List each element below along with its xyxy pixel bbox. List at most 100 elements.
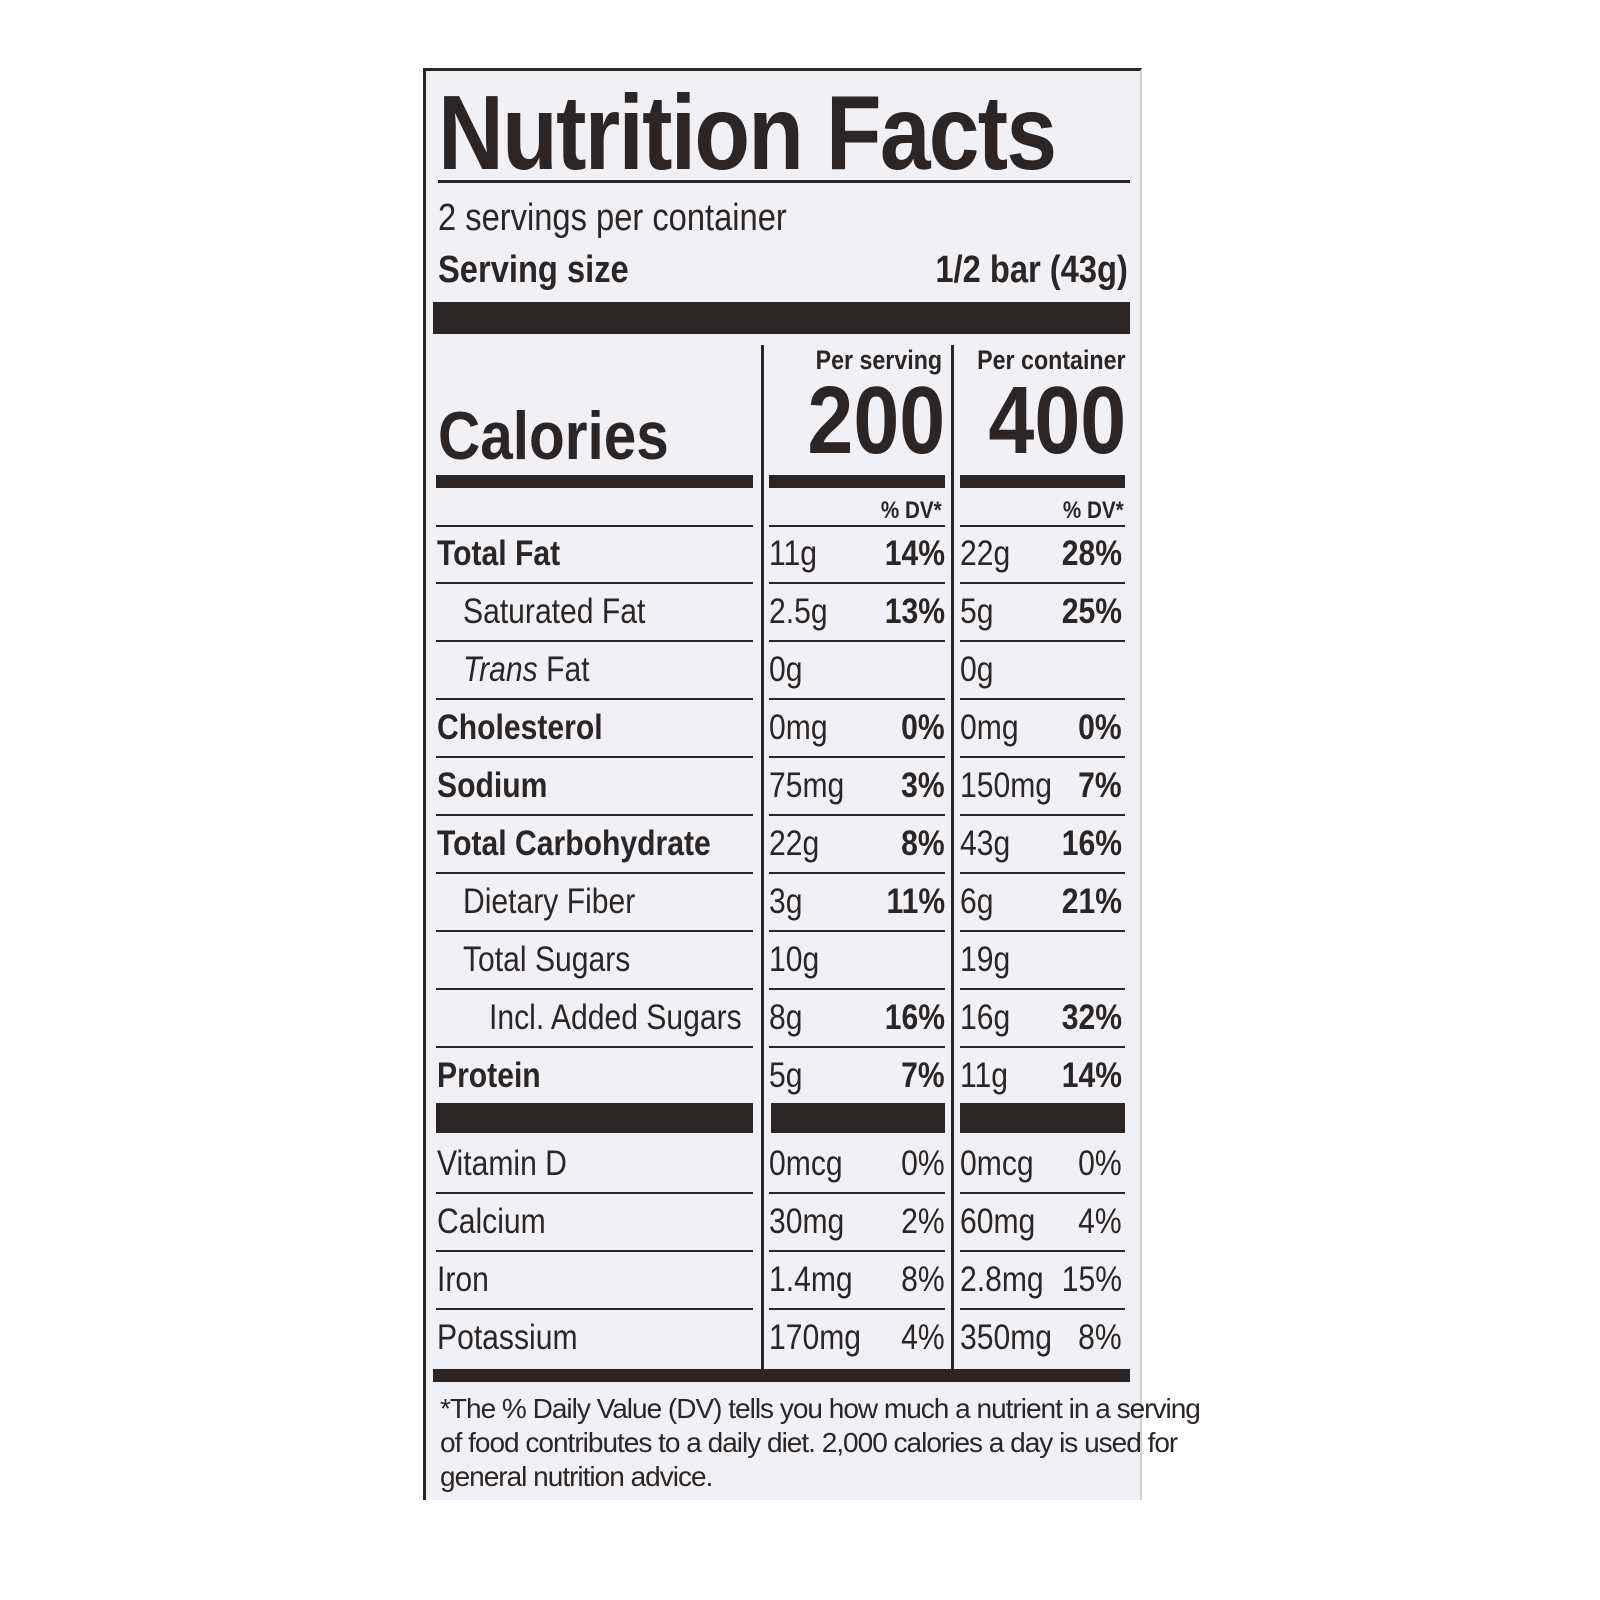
nutrient-row: Total Carbohydrate 22g 8% 43g 16% xyxy=(0,815,1600,873)
nutrient-name: Saturated Fat xyxy=(463,583,675,641)
nutrient-row: Incl. Added Sugars 8g 16% 16g 32% xyxy=(0,989,1600,1047)
calories-bar-name xyxy=(436,475,753,488)
row-divider xyxy=(436,525,753,527)
serving-amount-text: 5g xyxy=(769,1056,803,1095)
container-amount: 5g xyxy=(960,583,999,641)
row-divider xyxy=(436,640,753,642)
thick-bar-top xyxy=(433,302,1130,334)
container-amount-text: 16g xyxy=(960,998,1011,1037)
row-divider xyxy=(960,872,1125,874)
serving-amount-text: 0mg xyxy=(769,708,828,747)
container-amount: 11g xyxy=(960,1047,1016,1105)
container-amount: 16g xyxy=(960,989,1018,1047)
nutrient-row: Total Fat 11g 14% 22g 28% xyxy=(0,525,1600,583)
container-amount: 60mg xyxy=(960,1193,1048,1251)
container-dv-text: 4% xyxy=(1078,1202,1122,1241)
calories-per-serving: 200 xyxy=(807,367,945,474)
nutrient-name-text: Total Sugars xyxy=(463,940,631,979)
nutrient-name-text: Saturated Fat xyxy=(463,592,646,631)
row-divider xyxy=(436,814,753,816)
container-amount-text: 0mcg xyxy=(960,1144,1034,1183)
nutrient-name-text: Trans Fat xyxy=(463,650,590,689)
serving-dv-text: 8% xyxy=(901,1260,945,1299)
serving-amount-text: 8g xyxy=(769,998,803,1037)
nutrient-row: Cholesterol 0mg 0% 0mg 0% xyxy=(0,699,1600,757)
vitamin-row: Iron 1.4mg 8% 2.8mg 15% xyxy=(0,1251,1600,1309)
column-divider-container xyxy=(951,345,954,1369)
calories-per-container: 400 xyxy=(988,367,1126,474)
row-divider xyxy=(769,1250,945,1252)
nutrient-name-italic: Trans xyxy=(463,650,538,689)
nutrient-name-text: Total Fat xyxy=(437,534,561,573)
serving-dv-text: 4% xyxy=(901,1318,945,1357)
serving-amount-text: 1.4mg xyxy=(769,1260,853,1299)
container-amount: 6g xyxy=(960,873,999,931)
row-divider xyxy=(960,1250,1125,1252)
container-amount-text: 22g xyxy=(960,534,1011,573)
label-title: Nutrition Facts xyxy=(438,74,1057,192)
nutrient-name-text: Dietary Fiber xyxy=(463,882,636,921)
row-divider xyxy=(436,988,753,990)
serving-amount-text: 2.5g xyxy=(769,592,828,631)
row-divider xyxy=(960,525,1125,527)
row-divider xyxy=(769,582,945,584)
row-divider xyxy=(960,698,1125,700)
container-dv-text: 32% xyxy=(1061,998,1122,1037)
nutrient-name: Iron xyxy=(437,1251,497,1309)
row-divider xyxy=(769,525,945,527)
serving-size-label: Serving size xyxy=(438,249,629,291)
container-amount-text: 0mg xyxy=(960,708,1019,747)
container-dv-text: 21% xyxy=(1061,882,1122,921)
serving-amount: 5g xyxy=(769,1047,808,1105)
row-divider xyxy=(960,1192,1125,1194)
serving-amount-text: 3g xyxy=(769,882,803,921)
serving-dv: 13% xyxy=(875,583,945,641)
container-amount-text: 43g xyxy=(960,824,1011,863)
serving-amount-text: 0g xyxy=(769,650,803,689)
nutrient-name: Vitamin D xyxy=(437,1135,588,1193)
container-dv-text: 28% xyxy=(1061,534,1122,573)
nutrient-name: Potassium xyxy=(437,1309,600,1367)
container-amount-text: 350mg xyxy=(960,1318,1053,1357)
serving-dv: 8% xyxy=(894,1251,945,1309)
serving-amount-text: 22g xyxy=(769,824,820,863)
calories-label: Calories xyxy=(438,398,669,474)
nutrient-name: Protein xyxy=(437,1047,558,1105)
nutrient-row: Saturated Fat 2.5g 13% 5g 25% xyxy=(0,583,1600,641)
row-divider xyxy=(769,1308,945,1310)
servings-per-container: 2 servings per container xyxy=(438,197,787,239)
row-divider xyxy=(960,582,1125,584)
row-divider xyxy=(960,756,1125,758)
row-divider xyxy=(436,1192,753,1194)
serving-dv: 11% xyxy=(877,873,945,931)
container-dv-text: 14% xyxy=(1061,1056,1122,1095)
container-dv: 8% xyxy=(1071,1309,1122,1367)
container-amount-text: 6g xyxy=(960,882,994,921)
nutrient-name: Incl. Added Sugars xyxy=(489,989,783,1047)
nutrient-name: Total Fat xyxy=(437,525,580,583)
container-amount-text: 0g xyxy=(960,650,994,689)
nutrient-row: Sodium 75mg 3% 150mg 7% xyxy=(0,757,1600,815)
row-divider xyxy=(436,930,753,932)
container-amount: 19g xyxy=(960,931,1018,989)
serving-dv: 2% xyxy=(894,1193,945,1251)
row-divider xyxy=(769,1046,945,1048)
serving-amount: 75mg xyxy=(769,757,857,815)
container-dv: 16% xyxy=(1052,815,1122,873)
dv-header-container: % DV* xyxy=(1063,497,1124,524)
serving-dv-text: 11% xyxy=(886,882,945,921)
serving-dv: 0% xyxy=(894,699,945,757)
row-divider xyxy=(436,582,753,584)
serving-dv-text: 0% xyxy=(901,1144,945,1183)
container-amount: 0mg xyxy=(960,699,1028,757)
nutrient-name: Cholesterol xyxy=(437,699,630,757)
row-divider xyxy=(769,930,945,932)
serving-amount: 22g xyxy=(769,815,827,873)
serving-amount-text: 11g xyxy=(769,534,817,573)
nutrient-name-text: Incl. Added Sugars xyxy=(489,998,742,1037)
serving-amount: 10g xyxy=(769,931,827,989)
thick-bar-vitamins-serving xyxy=(771,1103,945,1133)
row-divider xyxy=(436,1250,753,1252)
container-dv: 28% xyxy=(1052,525,1122,583)
serving-dv: 16% xyxy=(875,989,945,1047)
